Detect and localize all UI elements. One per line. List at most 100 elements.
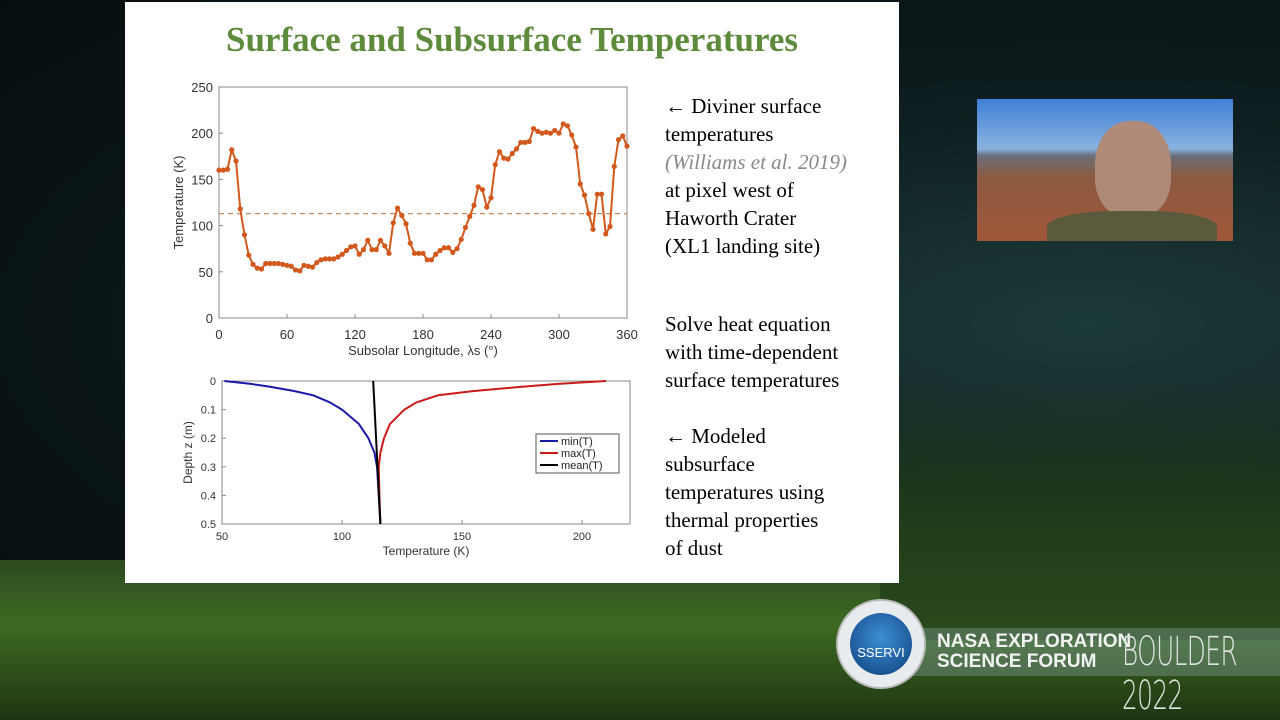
- background-hills: [880, 380, 1280, 640]
- data-point: [586, 210, 592, 217]
- data-point: [352, 243, 358, 249]
- x-tick-label: 120: [344, 327, 366, 342]
- x-tick-label: 360: [616, 327, 638, 342]
- x-tick-label: 200: [573, 531, 591, 543]
- data-point: [501, 155, 507, 161]
- x-tick-label: 50: [216, 531, 228, 543]
- data-point: [594, 191, 600, 197]
- data-point: [216, 167, 222, 173]
- data-point: [603, 231, 609, 237]
- note-line: ← Modeled: [665, 424, 766, 448]
- note-citation: (Williams et al. 2019): [665, 150, 847, 174]
- note-line: of dust: [665, 536, 723, 560]
- y-tick-label: 200: [191, 126, 213, 141]
- data-point: [297, 268, 303, 274]
- data-point: [573, 144, 579, 150]
- data-point: [305, 263, 311, 269]
- data-point: [246, 252, 252, 258]
- note-line: thermal properties: [665, 508, 819, 532]
- data-point: [377, 237, 384, 243]
- data-point: [564, 123, 571, 129]
- note-heat-equation: Solve heat equation with time-dependent …: [665, 310, 839, 394]
- data-point: [492, 162, 498, 168]
- y-tick-label: 0.5: [201, 519, 216, 531]
- y-tick-label: 0.3: [201, 462, 216, 474]
- note-line: subsurface: [665, 452, 755, 476]
- data-point: [224, 166, 231, 172]
- data-point: [237, 206, 243, 212]
- event-banner: [905, 628, 1280, 676]
- x-axis-label: Temperature (K): [383, 544, 470, 558]
- slide-title: Surface and Subsurface Temperatures: [225, 20, 798, 59]
- data-point: [475, 184, 481, 190]
- data-point: [229, 147, 235, 153]
- data-point: [322, 256, 328, 262]
- note-line: Solve heat equation: [665, 312, 831, 336]
- data-point: [526, 138, 532, 145]
- series-line-maxt: [377, 380, 607, 525]
- data-point: [348, 244, 354, 250]
- y-tick-label: 0.1: [201, 405, 216, 417]
- data-point: [450, 249, 456, 255]
- data-point: [420, 250, 426, 256]
- data-point: [403, 221, 409, 227]
- data-point: [339, 251, 345, 257]
- speaker-shirt: [1047, 211, 1217, 241]
- series-line-meant: [372, 380, 382, 525]
- data-point: [488, 195, 494, 201]
- data-point: [220, 167, 226, 173]
- note-modeled: ← Modeled subsurface temperatures using …: [665, 422, 824, 562]
- y-tick-label: 250: [191, 80, 213, 95]
- x-tick-label: 0: [215, 327, 222, 342]
- data-point: [284, 262, 290, 268]
- note-line: surface temperatures: [665, 368, 840, 392]
- y-axis-label: Temperature (K): [171, 156, 186, 250]
- data-point: [535, 128, 541, 134]
- data-point: [258, 266, 265, 272]
- data-point: [505, 156, 511, 162]
- data-point: [620, 133, 626, 139]
- y-tick-label: 100: [191, 219, 213, 234]
- data-point: [560, 121, 566, 127]
- plot-area: [218, 86, 628, 319]
- data-point: [590, 226, 596, 232]
- data-point: [280, 261, 286, 268]
- data-point: [577, 181, 583, 187]
- note-line: ← Diviner surface: [665, 94, 822, 118]
- data-point: [292, 267, 299, 273]
- data-point: [484, 204, 490, 210]
- data-point: [326, 256, 333, 262]
- data-point: [254, 265, 260, 271]
- data-point: [428, 257, 435, 263]
- x-tick-label: 150: [453, 531, 471, 543]
- data-point: [416, 250, 422, 256]
- data-point: [343, 247, 350, 254]
- data-point: [360, 247, 367, 253]
- data-point: [335, 254, 341, 260]
- x-tick-label: 100: [333, 531, 351, 543]
- y-tick-label: 50: [199, 265, 213, 280]
- data-point: [407, 240, 413, 246]
- data-point: [509, 150, 515, 157]
- logo-text: SSERVI: [857, 645, 905, 660]
- note-line: with time-dependent: [665, 340, 839, 364]
- data-point: [607, 223, 613, 230]
- data-point: [365, 237, 371, 243]
- y-tick-label: 0.4: [201, 490, 216, 502]
- data-point: [275, 260, 282, 267]
- x-tick-label: 300: [548, 327, 570, 342]
- data-point: [314, 259, 320, 266]
- data-point: [271, 260, 277, 267]
- speaker-avatar: [1095, 121, 1171, 217]
- surface-temperature-chart: 0 60 120 180 240 300 360 0 50 100 150 200 250 Subsola…: [171, 80, 638, 358]
- subsurface-temperature-chart: 50 100 150 200 0 0.1 0.2 0.3 0.4 0.5 Temperature (…: [181, 376, 631, 558]
- data-point: [301, 262, 307, 268]
- forum-name: NASA EXPLORATION SCIENCE FORUM: [937, 632, 1131, 672]
- data-point: [433, 251, 439, 257]
- x-tick-label: 240: [480, 327, 502, 342]
- data-point: [496, 149, 503, 155]
- x-axis-label: Subsolar Longitude, λs (°): [348, 343, 498, 358]
- y-tick-label: 0: [206, 311, 213, 326]
- data-point: [424, 257, 430, 263]
- data-point: [373, 247, 379, 253]
